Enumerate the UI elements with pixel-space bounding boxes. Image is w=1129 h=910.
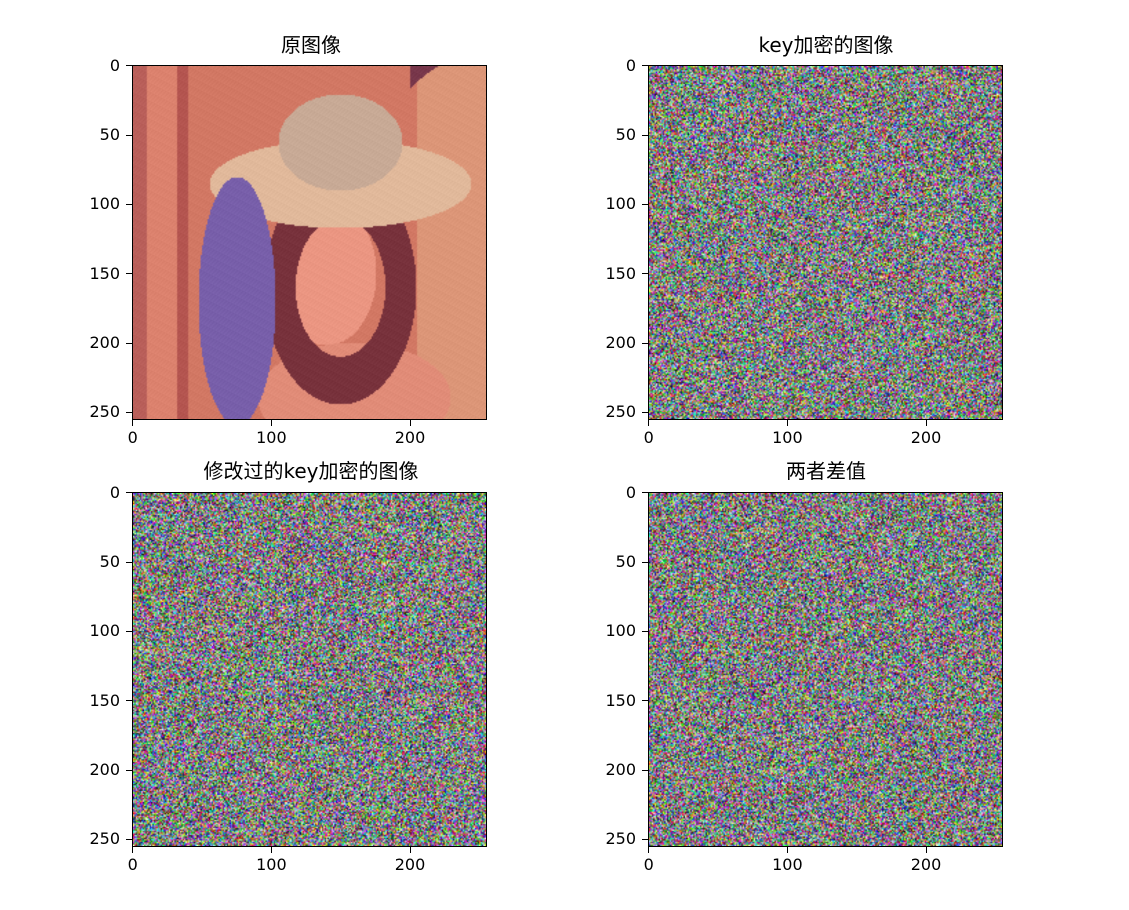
x-tick-label: 100 [772, 428, 803, 447]
image-key-encrypted [648, 65, 1003, 420]
panel-title: 修改过的key加密的图像 [203, 459, 419, 483]
y-tick-label: 0 [625, 55, 636, 75]
y-tick-label: 100 [605, 621, 636, 641]
y-tick-mark [126, 342, 132, 344]
y-tick-mark [126, 492, 132, 494]
y-tick-label: 150 [605, 690, 636, 710]
y-tick-label: 150 [89, 263, 120, 283]
x-tick-mark [409, 420, 411, 426]
y-tick-mark [642, 273, 648, 275]
y-tick-mark [642, 134, 648, 136]
x-tick-mark [786, 847, 788, 853]
x-tick-label: 200 [910, 428, 942, 447]
y-tick-mark [642, 838, 648, 840]
panel-title: 原图像 [281, 33, 341, 57]
y-tick-label: 0 [109, 482, 120, 502]
x-tick-label: 200 [394, 428, 426, 447]
y-tick-label: 50 [615, 552, 636, 572]
x-tick-mark [270, 420, 272, 426]
x-tick-label: 200 [910, 855, 942, 874]
y-tick-label: 0 [109, 55, 120, 75]
x-tick-mark [270, 847, 272, 853]
y-tick-label: 200 [605, 333, 636, 353]
y-tick-label: 50 [615, 125, 636, 145]
y-tick-mark [642, 561, 648, 563]
x-tick-mark [648, 420, 650, 426]
y-tick-mark [126, 411, 132, 413]
y-tick-mark [126, 769, 132, 771]
x-tick-mark [132, 420, 134, 426]
y-tick-mark [642, 65, 648, 67]
y-tick-label: 200 [605, 760, 636, 780]
x-tick-label: 0 [643, 855, 654, 874]
y-tick-mark [126, 65, 132, 67]
panel-title: 两者差值 [786, 459, 866, 483]
y-tick-label: 100 [89, 621, 120, 641]
y-tick-mark [126, 203, 132, 205]
y-tick-label: 250 [89, 829, 120, 849]
y-tick-label: 200 [89, 760, 120, 780]
y-tick-mark [126, 273, 132, 275]
x-tick-label: 100 [256, 428, 287, 447]
y-tick-label: 100 [605, 194, 636, 214]
y-tick-mark [642, 630, 648, 632]
y-tick-mark [642, 769, 648, 771]
y-tick-label: 150 [605, 263, 636, 283]
y-tick-label: 200 [89, 333, 120, 353]
y-tick-label: 50 [99, 125, 120, 145]
x-tick-label: 0 [643, 428, 654, 447]
x-tick-label: 100 [772, 855, 803, 874]
image-difference [648, 492, 1003, 847]
y-tick-mark [126, 700, 132, 702]
y-tick-label: 250 [89, 402, 120, 422]
y-tick-mark [126, 630, 132, 632]
y-tick-mark [642, 492, 648, 494]
image-modified-key-encrypted [132, 492, 487, 847]
x-tick-mark [925, 847, 927, 853]
x-tick-mark [132, 847, 134, 853]
y-tick-mark [642, 700, 648, 702]
x-tick-label: 0 [127, 428, 138, 447]
x-tick-mark [925, 420, 927, 426]
x-tick-label: 0 [127, 855, 138, 874]
y-tick-mark [642, 203, 648, 205]
y-tick-mark [126, 561, 132, 563]
y-tick-label: 100 [89, 194, 120, 214]
y-tick-mark [642, 342, 648, 344]
y-tick-label: 250 [605, 829, 636, 849]
panel-title: key加密的图像 [758, 33, 894, 57]
x-tick-mark [409, 847, 411, 853]
y-tick-label: 150 [89, 690, 120, 710]
y-tick-mark [126, 838, 132, 840]
y-tick-label: 0 [625, 482, 636, 502]
x-tick-mark [786, 420, 788, 426]
x-tick-label: 200 [394, 855, 426, 874]
image-original [132, 65, 487, 420]
y-tick-mark [642, 411, 648, 413]
y-tick-mark [126, 134, 132, 136]
y-tick-label: 250 [605, 402, 636, 422]
y-tick-label: 50 [99, 552, 120, 572]
x-tick-mark [648, 847, 650, 853]
x-tick-label: 100 [256, 855, 287, 874]
